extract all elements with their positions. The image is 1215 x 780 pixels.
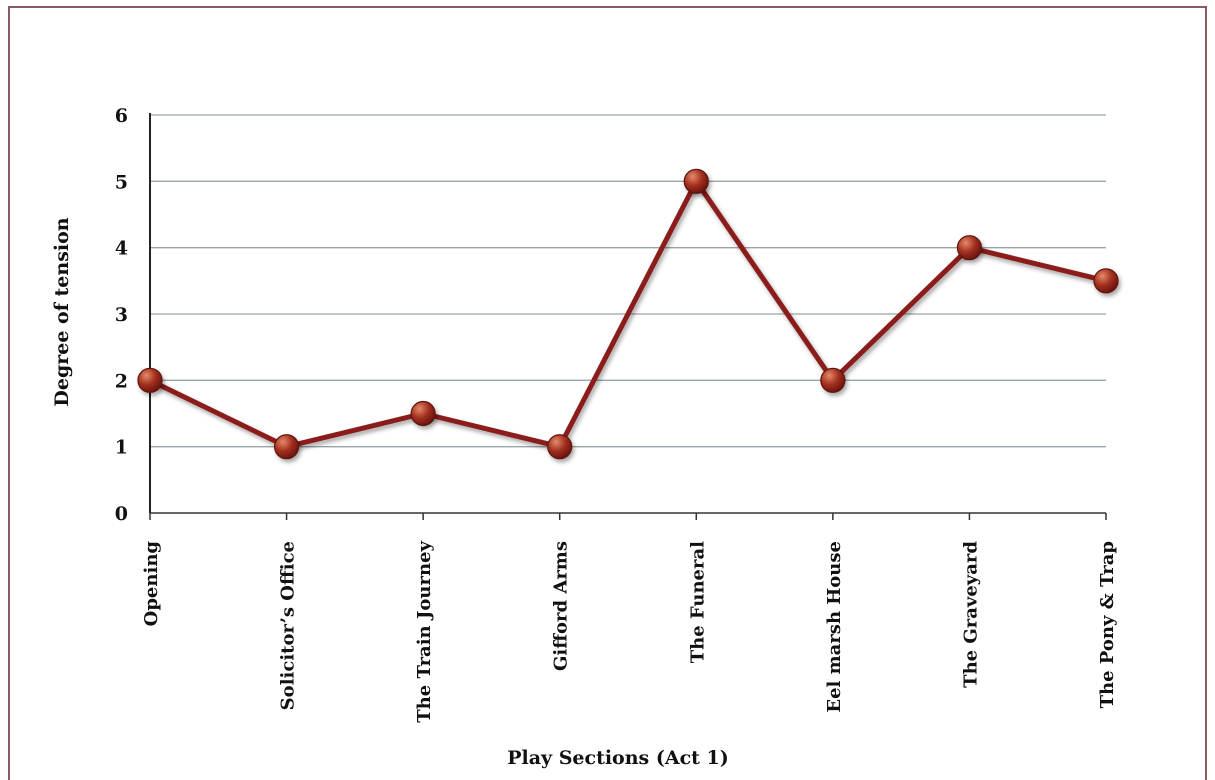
x-tick-label: The Train Journey: [414, 540, 435, 722]
data-point: [547, 434, 573, 460]
y-tick-label: 1: [115, 437, 128, 459]
x-tick-label: The Funeral: [687, 541, 708, 663]
data-point: [820, 367, 846, 393]
gridlines: [150, 114, 1106, 448]
data-point: [1093, 268, 1119, 294]
series-line: [147, 178, 1109, 450]
x-tick-label: The Graveyard: [960, 541, 981, 688]
y-tick-label: 2: [115, 370, 128, 392]
y-tick-label: 0: [115, 503, 128, 525]
x-axis-title: Play Sections (Act 1): [507, 747, 729, 769]
x-tick-label: Gifford Arms: [551, 541, 572, 671]
x-tick-label: Solicitor’s Office: [278, 541, 299, 710]
x-tick-label: Opening: [141, 541, 162, 627]
y-tick-label: 6: [115, 105, 128, 127]
series-line: [147, 178, 1109, 450]
data-point: [683, 168, 709, 194]
data-point: [273, 434, 300, 460]
data-point: [956, 235, 983, 261]
data-point: [410, 400, 436, 427]
y-tick-labels: 0 1 2 3 4 5 6: [115, 105, 128, 525]
data-point: [137, 367, 163, 393]
y-tick-label: 5: [115, 171, 128, 193]
series-markers: [137, 168, 1119, 460]
chart-frame: [8, 6, 1207, 780]
axes: [149, 113, 1107, 520]
y-tick-label: 4: [115, 238, 128, 260]
x-tick-label: Eel marsh House: [824, 541, 845, 713]
y-tick-label: 3: [115, 304, 128, 326]
x-tick-label: The Pony & Trap: [1097, 541, 1118, 708]
x-tick-labels: Opening Solicitor’s Office The Train Journ…: [141, 540, 1118, 722]
y-axis-title: Degree of tension: [51, 217, 73, 406]
